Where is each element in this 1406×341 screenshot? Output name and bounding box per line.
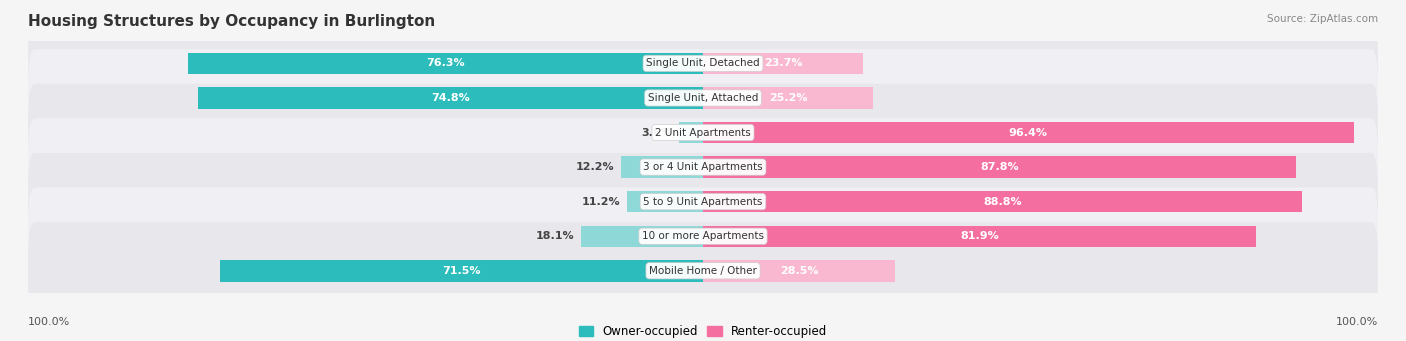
Text: 96.4%: 96.4% — [1008, 128, 1047, 137]
Text: 81.9%: 81.9% — [960, 231, 998, 241]
Bar — [703, 191, 1302, 212]
Text: Single Unit, Attached: Single Unit, Attached — [648, 93, 758, 103]
Bar — [221, 260, 703, 282]
Bar — [703, 157, 1295, 178]
Bar — [703, 53, 863, 74]
Bar — [703, 260, 896, 282]
FancyBboxPatch shape — [28, 49, 1378, 147]
Text: 5 to 9 Unit Apartments: 5 to 9 Unit Apartments — [644, 197, 762, 207]
Text: 28.5%: 28.5% — [780, 266, 818, 276]
FancyBboxPatch shape — [28, 188, 1378, 285]
Text: 87.8%: 87.8% — [980, 162, 1018, 172]
Text: 18.1%: 18.1% — [536, 231, 574, 241]
FancyBboxPatch shape — [28, 15, 1378, 112]
Bar — [188, 53, 703, 74]
Bar — [198, 87, 703, 109]
FancyBboxPatch shape — [28, 118, 1378, 216]
Text: 3.6%: 3.6% — [641, 128, 672, 137]
Bar — [703, 122, 1354, 143]
Text: 100.0%: 100.0% — [28, 317, 70, 327]
Bar — [620, 157, 703, 178]
FancyBboxPatch shape — [28, 84, 1378, 181]
Text: 10 or more Apartments: 10 or more Apartments — [643, 231, 763, 241]
Text: Single Unit, Detached: Single Unit, Detached — [647, 58, 759, 69]
Bar — [679, 122, 703, 143]
Text: 88.8%: 88.8% — [983, 197, 1022, 207]
Bar — [627, 191, 703, 212]
Text: Source: ZipAtlas.com: Source: ZipAtlas.com — [1267, 14, 1378, 24]
Text: Mobile Home / Other: Mobile Home / Other — [650, 266, 756, 276]
Text: 23.7%: 23.7% — [763, 58, 803, 69]
Text: 12.2%: 12.2% — [575, 162, 614, 172]
Text: 25.2%: 25.2% — [769, 93, 807, 103]
Text: 3 or 4 Unit Apartments: 3 or 4 Unit Apartments — [643, 162, 763, 172]
FancyBboxPatch shape — [28, 222, 1378, 320]
FancyBboxPatch shape — [28, 153, 1378, 250]
Bar — [703, 225, 1256, 247]
Text: Housing Structures by Occupancy in Burlington: Housing Structures by Occupancy in Burli… — [28, 14, 436, 29]
Text: 2 Unit Apartments: 2 Unit Apartments — [655, 128, 751, 137]
Text: 74.8%: 74.8% — [432, 93, 470, 103]
Text: 100.0%: 100.0% — [1336, 317, 1378, 327]
Text: 71.5%: 71.5% — [443, 266, 481, 276]
Legend: Owner-occupied, Renter-occupied: Owner-occupied, Renter-occupied — [574, 321, 832, 341]
Bar — [581, 225, 703, 247]
Text: 76.3%: 76.3% — [426, 58, 465, 69]
Text: 11.2%: 11.2% — [582, 197, 620, 207]
Bar — [703, 87, 873, 109]
